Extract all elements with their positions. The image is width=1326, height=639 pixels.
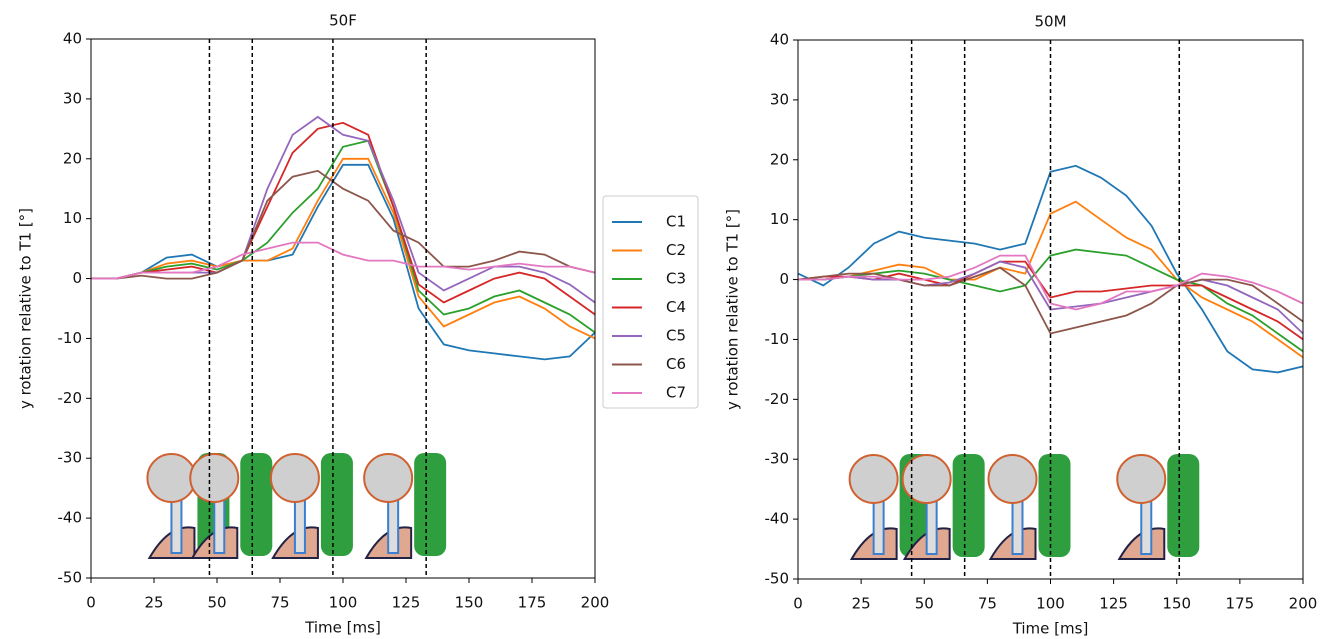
head xyxy=(901,454,952,504)
y-tick-label: -10 xyxy=(765,330,790,348)
headrest xyxy=(240,453,273,556)
head xyxy=(1116,454,1167,504)
headrest xyxy=(1038,454,1071,557)
x-axis-label: Time [ms] xyxy=(304,619,381,637)
y-tick-label: -40 xyxy=(58,509,83,527)
x-tick-label: 200 xyxy=(1289,595,1318,613)
head xyxy=(363,453,414,503)
legend-label: C7 xyxy=(666,384,686,402)
y-axis-label: y rotation relative to T1 [°] xyxy=(17,208,35,409)
legend-label: C1 xyxy=(666,213,686,231)
x-tick-label: 125 xyxy=(1099,595,1128,613)
x-tick-label: 50 xyxy=(207,594,226,612)
legend-label: C2 xyxy=(666,241,686,259)
legend-frame xyxy=(602,195,699,409)
subplot: 50F Time [ms] y rotation relative to T1 [°… xyxy=(17,12,610,637)
x-tick-label: 25 xyxy=(852,595,871,613)
y-tick-label: 30 xyxy=(770,90,789,108)
headrest xyxy=(320,453,353,556)
series-line xyxy=(798,254,1304,311)
series-line xyxy=(798,200,1304,359)
x-tick-label: 100 xyxy=(1036,595,1065,613)
x-tick-label: 100 xyxy=(329,594,358,612)
y-tick-label: 20 xyxy=(770,150,789,168)
x-tick-label: 125 xyxy=(392,594,421,612)
subplot: 50M Time [ms] y rotation relative to T1 [°… xyxy=(724,13,1318,638)
x-tick-label: 175 xyxy=(1226,595,1255,613)
y-tick-label: 40 xyxy=(63,30,82,48)
series-line xyxy=(798,248,1304,353)
plot-frame xyxy=(797,39,1304,580)
series-line xyxy=(91,163,596,361)
legend-label: C6 xyxy=(666,355,686,373)
y-tick-label: -20 xyxy=(765,390,790,408)
headrest xyxy=(1167,454,1200,557)
x-tick-label: 0 xyxy=(793,595,803,613)
head xyxy=(848,454,899,504)
series-line xyxy=(797,164,1304,374)
y-tick-label: -40 xyxy=(765,510,790,528)
series-line xyxy=(91,139,596,334)
x-tick-label: 150 xyxy=(1162,595,1191,613)
x-tick-label: 150 xyxy=(455,594,484,612)
head xyxy=(189,453,240,503)
x-tick-label: 50 xyxy=(915,595,934,613)
legend-label: C3 xyxy=(666,270,686,288)
y-tick-label: 10 xyxy=(63,209,82,227)
series-line xyxy=(91,121,596,316)
y-tick-label: 30 xyxy=(63,89,82,107)
y-tick-label: 10 xyxy=(770,210,789,228)
head xyxy=(146,453,197,503)
y-tick-label: -30 xyxy=(765,450,790,468)
headrest xyxy=(414,453,447,556)
head xyxy=(269,453,320,503)
legend: C1 C2 C3 C4 C5 C6 C7 xyxy=(602,195,699,409)
chart-title: 50F xyxy=(329,12,357,30)
y-tick-label: -30 xyxy=(58,449,83,467)
series-line xyxy=(91,241,596,280)
y-axis-label: y rotation relative to T1 [°] xyxy=(724,209,742,410)
series-line xyxy=(91,169,596,280)
x-tick-label: 200 xyxy=(581,594,610,612)
series-line xyxy=(91,157,596,340)
y-tick-label: 20 xyxy=(63,149,82,167)
legend-label: C4 xyxy=(666,298,686,316)
plot-frame xyxy=(90,38,596,579)
y-tick-label: -50 xyxy=(765,570,790,588)
headrest xyxy=(952,454,985,557)
series-line xyxy=(797,266,1304,335)
x-tick-label: 25 xyxy=(144,594,163,612)
y-tick-label: -10 xyxy=(58,329,83,347)
x-tick-label: 75 xyxy=(978,595,997,613)
series-line xyxy=(91,115,596,304)
x-tick-label: 75 xyxy=(270,594,289,612)
x-tick-label: 0 xyxy=(86,594,96,612)
legend-label: C5 xyxy=(666,327,686,345)
y-tick-label: 40 xyxy=(770,31,789,49)
x-axis-label: Time [ms] xyxy=(1012,620,1089,638)
chart-title: 50M xyxy=(1034,13,1066,31)
x-tick-label: 175 xyxy=(518,594,547,612)
y-tick-label: 0 xyxy=(779,270,789,288)
y-tick-label: -20 xyxy=(58,389,83,407)
head xyxy=(987,454,1038,504)
y-tick-label: 0 xyxy=(72,269,82,287)
y-tick-label: -50 xyxy=(58,569,83,587)
